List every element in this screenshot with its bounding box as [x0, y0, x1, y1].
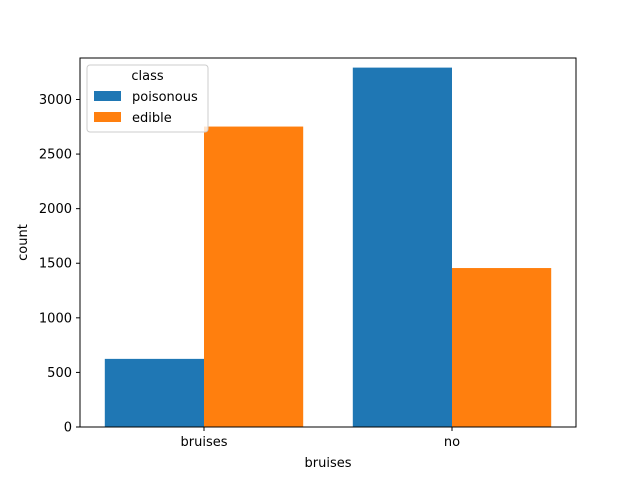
legend-items: poisonous edible: [94, 90, 198, 126]
legend-title: class: [131, 69, 163, 84]
x-tick-label: bruises: [181, 435, 228, 450]
bar-poisonous-bruises: [104, 358, 204, 427]
y-tick-label: 0: [64, 421, 72, 436]
x-tick-label: no: [444, 435, 460, 450]
y-tick-label: 1500: [39, 257, 72, 272]
legend: class poisonous edible: [86, 64, 209, 133]
x-axis-label: bruises: [305, 456, 352, 471]
bars-layer: [104, 67, 552, 428]
plot-frame: [79, 57, 577, 428]
y-axis-ticks: 0 500 1000 1500 2000 2500 3000: [39, 93, 80, 436]
legend-swatch-edible: [94, 112, 121, 122]
legend-label-poisonous: poisonous: [132, 90, 198, 105]
legend-swatch-poisonous: [94, 91, 121, 101]
bar-poisonous-no: [352, 67, 452, 427]
bar-edible-no: [452, 268, 552, 427]
y-tick-label: 2500: [39, 148, 72, 163]
y-tick-label: 2000: [39, 202, 72, 217]
y-tick-label: 3000: [39, 93, 72, 108]
bar-edible-bruises: [204, 126, 304, 428]
y-tick-label: 500: [47, 366, 72, 381]
x-axis-ticks: bruises no: [181, 427, 460, 450]
y-tick-label: 1000: [39, 311, 72, 326]
y-axis-label: count: [16, 224, 31, 261]
legend-label-edible: edible: [132, 111, 172, 126]
